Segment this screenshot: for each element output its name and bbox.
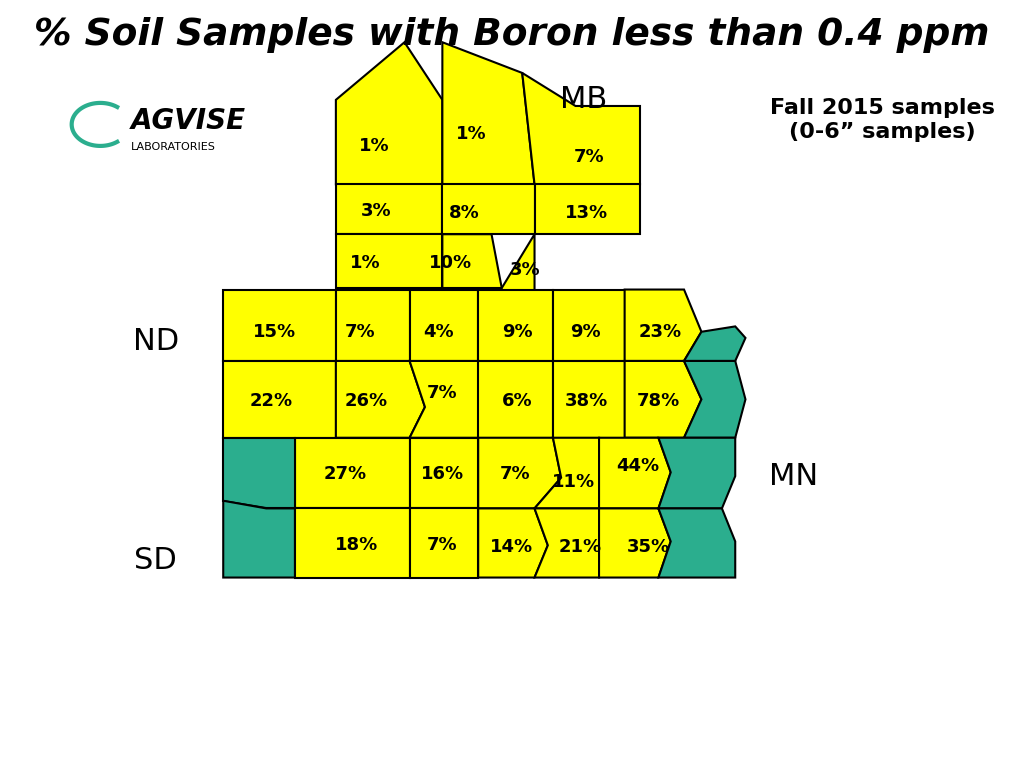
- Polygon shape: [599, 438, 671, 508]
- Polygon shape: [553, 290, 625, 361]
- Text: 38%: 38%: [565, 392, 608, 410]
- Text: 1%: 1%: [350, 254, 381, 273]
- Polygon shape: [625, 290, 701, 361]
- Text: 3%: 3%: [360, 202, 391, 220]
- Polygon shape: [478, 361, 553, 438]
- Text: 7%: 7%: [427, 384, 458, 402]
- Text: % Soil Samples with Boron less than 0.4 ppm: % Soil Samples with Boron less than 0.4 …: [34, 17, 990, 53]
- Text: 13%: 13%: [565, 204, 608, 222]
- Text: 8%: 8%: [449, 204, 479, 222]
- Text: 26%: 26%: [345, 392, 388, 410]
- Polygon shape: [522, 73, 640, 184]
- Polygon shape: [295, 508, 410, 578]
- Polygon shape: [535, 438, 599, 508]
- Polygon shape: [410, 290, 478, 361]
- Polygon shape: [410, 438, 478, 508]
- Polygon shape: [684, 326, 745, 361]
- Polygon shape: [223, 361, 336, 438]
- Polygon shape: [336, 361, 425, 438]
- Text: 9%: 9%: [570, 323, 601, 341]
- Polygon shape: [223, 438, 295, 508]
- Text: 27%: 27%: [324, 465, 367, 483]
- Text: 14%: 14%: [490, 538, 534, 556]
- Polygon shape: [625, 361, 701, 438]
- Text: 18%: 18%: [335, 536, 378, 554]
- Text: 35%: 35%: [627, 538, 670, 556]
- Text: ND: ND: [132, 327, 179, 356]
- Text: 3%: 3%: [510, 261, 541, 280]
- Text: LABORATORIES: LABORATORIES: [131, 142, 216, 153]
- Polygon shape: [478, 290, 553, 361]
- Polygon shape: [502, 234, 535, 301]
- Polygon shape: [223, 501, 295, 578]
- Text: MB: MB: [560, 85, 607, 114]
- Polygon shape: [336, 290, 410, 361]
- Text: AGVISE: AGVISE: [131, 107, 246, 134]
- Text: 21%: 21%: [559, 538, 602, 556]
- Polygon shape: [658, 508, 735, 578]
- Text: Fall 2015 samples
(0-6” samples): Fall 2015 samples (0-6” samples): [770, 98, 995, 141]
- Text: 10%: 10%: [429, 254, 472, 273]
- Text: 15%: 15%: [253, 323, 296, 341]
- Polygon shape: [535, 184, 640, 234]
- Polygon shape: [336, 42, 442, 184]
- Text: 22%: 22%: [250, 392, 293, 410]
- Polygon shape: [684, 361, 745, 438]
- Text: 78%: 78%: [637, 392, 680, 410]
- Polygon shape: [553, 361, 625, 438]
- Text: 23%: 23%: [639, 323, 682, 341]
- Polygon shape: [478, 508, 548, 578]
- Text: SD: SD: [134, 546, 177, 575]
- Text: 9%: 9%: [502, 323, 532, 341]
- Polygon shape: [658, 438, 735, 508]
- Polygon shape: [336, 234, 442, 288]
- Text: 7%: 7%: [345, 323, 376, 341]
- Text: MN: MN: [769, 462, 818, 491]
- Text: 11%: 11%: [552, 472, 595, 491]
- Polygon shape: [336, 184, 442, 234]
- Polygon shape: [410, 361, 478, 438]
- Polygon shape: [599, 508, 671, 578]
- Polygon shape: [442, 234, 502, 288]
- Text: 4%: 4%: [423, 323, 454, 341]
- Polygon shape: [442, 42, 535, 184]
- Text: 6%: 6%: [502, 392, 532, 410]
- Text: 7%: 7%: [500, 465, 530, 483]
- Polygon shape: [295, 438, 410, 508]
- Text: 44%: 44%: [616, 457, 659, 475]
- Polygon shape: [535, 508, 599, 578]
- Text: 16%: 16%: [421, 465, 464, 483]
- Polygon shape: [442, 184, 535, 234]
- Polygon shape: [410, 508, 478, 578]
- Text: 1%: 1%: [456, 125, 486, 144]
- Text: 7%: 7%: [573, 148, 604, 167]
- Polygon shape: [223, 290, 336, 361]
- Text: 1%: 1%: [358, 137, 389, 155]
- Text: 7%: 7%: [427, 536, 458, 554]
- Polygon shape: [478, 438, 561, 508]
